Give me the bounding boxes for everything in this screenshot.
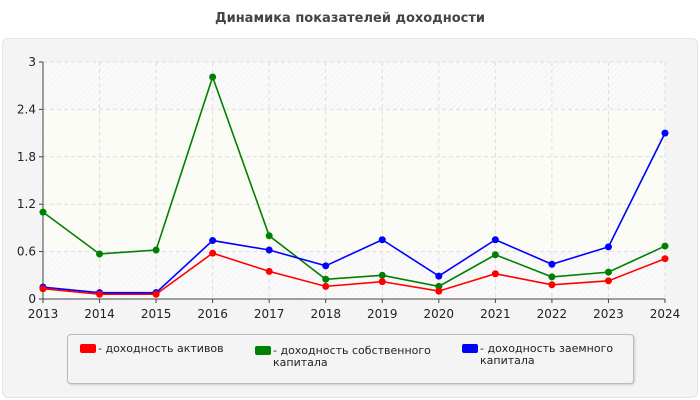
x-tick-label: 2023 <box>593 307 624 321</box>
y-tick-label: 1.2 <box>17 197 36 211</box>
data-point <box>378 271 386 279</box>
data-point <box>435 272 443 280</box>
data-point <box>661 255 669 263</box>
series-line <box>42 132 666 294</box>
data-point <box>548 260 556 268</box>
legend-swatch <box>462 344 478 353</box>
data-point <box>604 268 612 276</box>
data-point <box>548 281 556 289</box>
legend-item-equity: - доходность собственного капитала <box>255 344 453 369</box>
data-point <box>322 262 330 270</box>
y-tick-label: 1.8 <box>17 150 36 164</box>
data-point <box>491 251 499 259</box>
data-point <box>39 285 47 293</box>
data-point <box>491 236 499 244</box>
data-point <box>265 267 273 275</box>
data-point <box>152 290 160 298</box>
x-tick-label: 2021 <box>480 307 511 321</box>
data-point <box>96 290 104 298</box>
data-point <box>322 282 330 290</box>
series-line <box>42 252 666 296</box>
data-point <box>604 277 612 285</box>
series-line <box>42 74 666 288</box>
y-tick-label: 0.6 <box>17 245 36 259</box>
x-tick-label: 2020 <box>424 307 455 321</box>
data-point <box>96 250 104 258</box>
x-tick-label: 2019 <box>367 307 398 321</box>
data-point <box>491 270 499 278</box>
data-point <box>378 278 386 286</box>
data-point <box>435 287 443 295</box>
data-point <box>661 242 669 250</box>
data-point <box>548 273 556 281</box>
data-point <box>378 236 386 244</box>
y-tick-label: 0 <box>28 292 36 306</box>
data-point <box>209 237 217 245</box>
legend-label: - доходность заемного капитала <box>480 342 614 367</box>
data-point <box>152 246 160 254</box>
data-point <box>661 129 669 137</box>
data-point <box>39 208 47 216</box>
data-point <box>265 246 273 254</box>
data-point <box>265 232 273 240</box>
data-point <box>209 249 217 257</box>
x-tick-label: 2022 <box>537 307 568 321</box>
legend-label: - доходность собственного капитала <box>273 344 431 369</box>
plot-band <box>43 109 665 252</box>
x-tick-label: 2014 <box>84 307 115 321</box>
y-tick-label: 2.4 <box>17 102 36 116</box>
legend: - доходность активов - доходность собств… <box>67 334 634 384</box>
x-tick-label: 2024 <box>650 307 681 321</box>
data-point <box>322 275 330 283</box>
x-tick-label: 2017 <box>254 307 285 321</box>
y-tick-label: 3 <box>28 55 36 69</box>
legend-swatch <box>80 344 96 353</box>
legend-item-debt: - доходность заемного капитала <box>462 342 630 367</box>
data-point <box>604 243 612 251</box>
legend-item-assets: - доходность активов <box>80 342 224 355</box>
x-tick-label: 2015 <box>141 307 172 321</box>
chart-title: Динамика показателей доходности <box>215 11 485 26</box>
data-point <box>209 73 217 81</box>
x-tick-label: 2016 <box>197 307 228 321</box>
legend-label: - доходность активов <box>98 342 224 355</box>
x-tick-label: 2013 <box>28 307 59 321</box>
x-tick-label: 2018 <box>310 307 341 321</box>
legend-swatch <box>255 346 271 355</box>
